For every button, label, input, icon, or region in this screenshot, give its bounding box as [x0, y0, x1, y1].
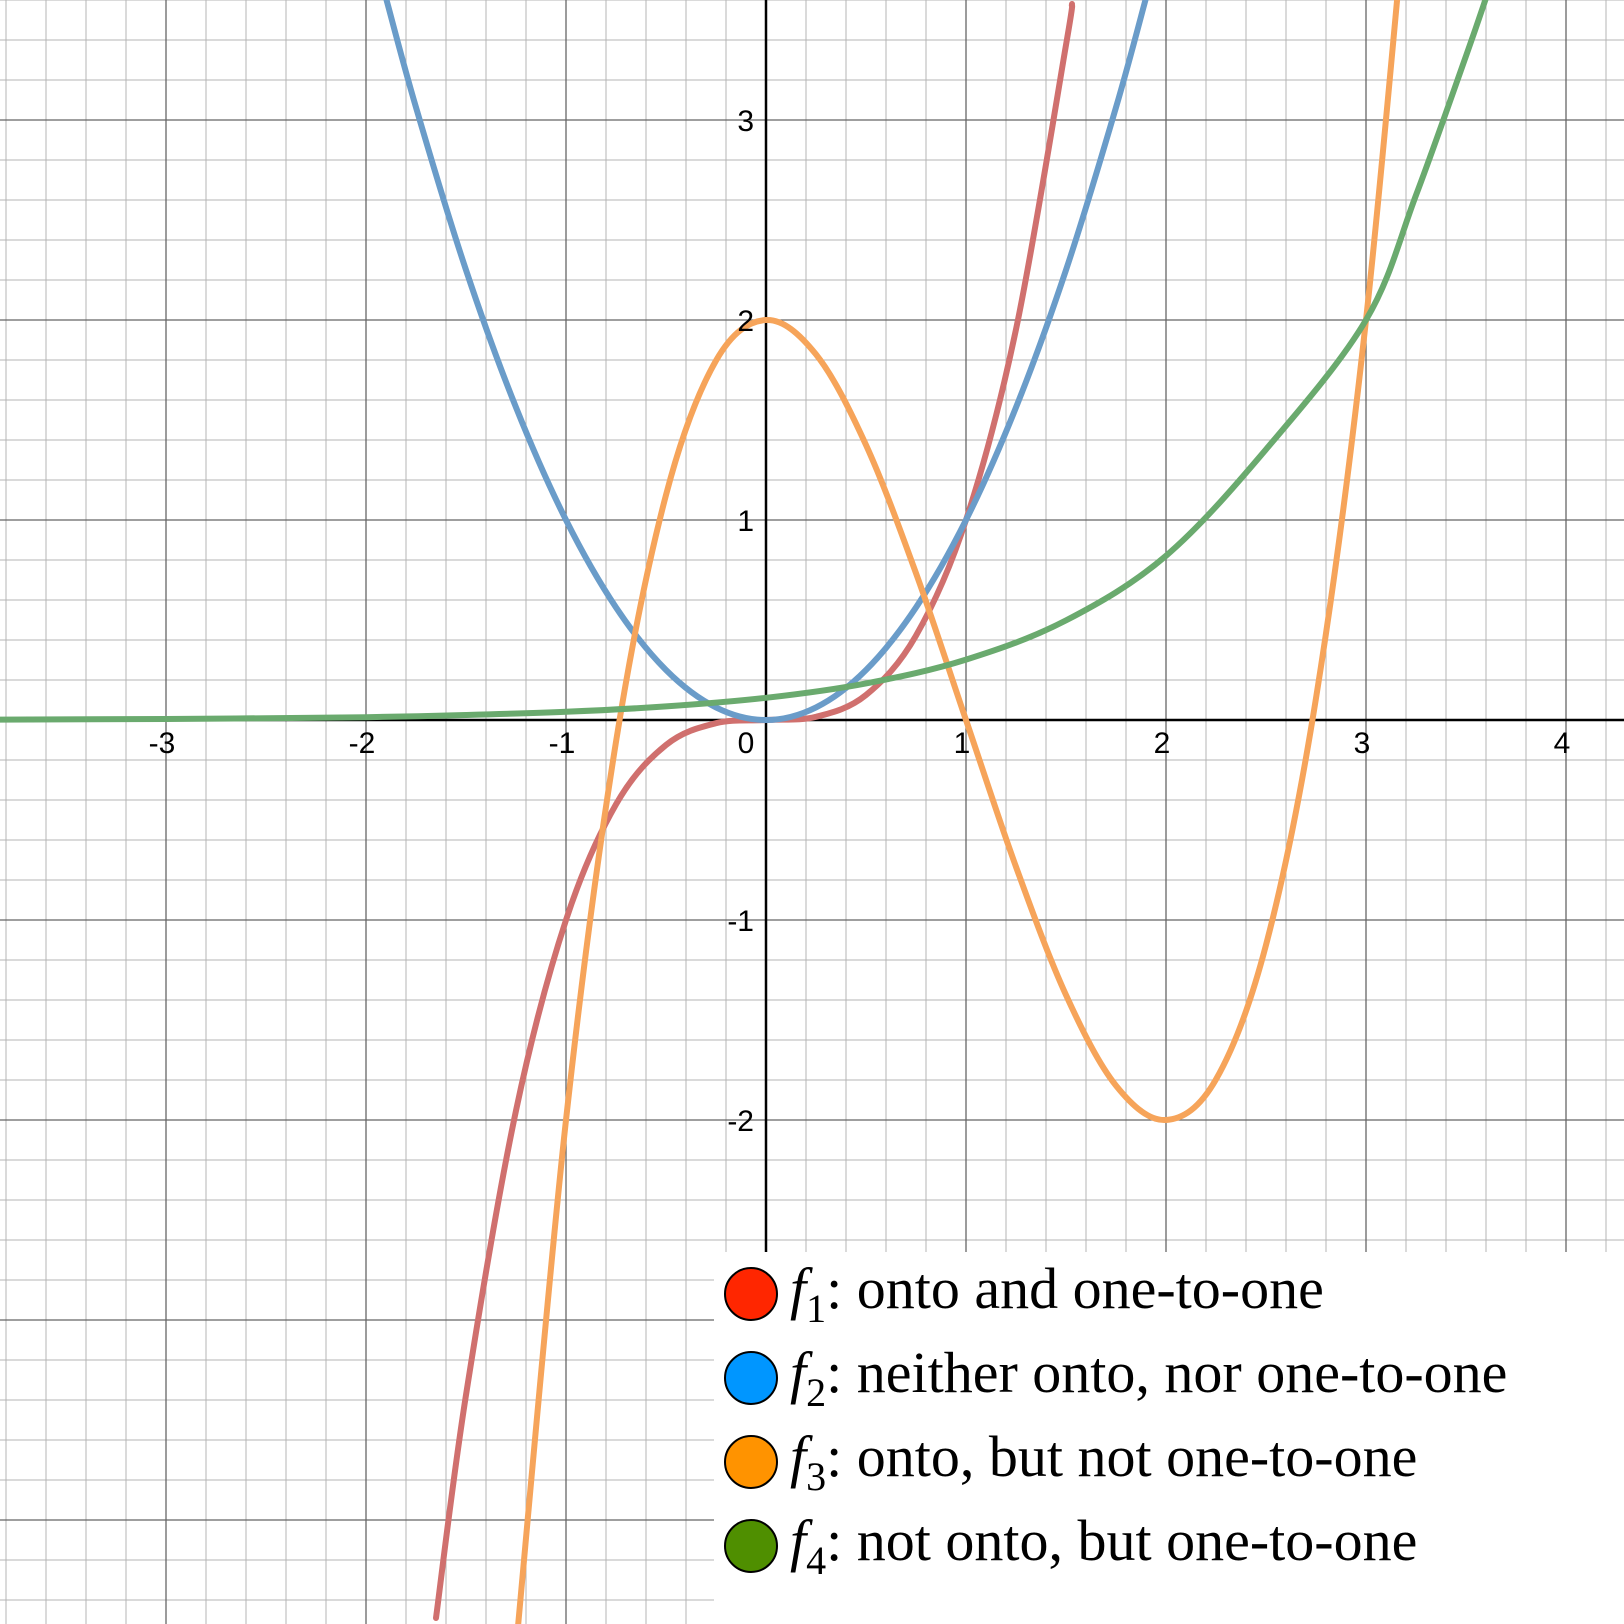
legend-label-f2: f2: neither onto, nor one-to-one	[790, 1339, 1508, 1415]
legend-label-f1: f1: onto and one-to-one	[790, 1255, 1324, 1331]
series-f3-line	[515, 0, 1401, 1624]
legend-label-f4: f4: not onto, but one-to-one	[790, 1507, 1418, 1583]
x-tick-label: 3	[1354, 727, 1371, 760]
x-tick-label: 4	[1554, 727, 1571, 760]
y-tick-label: 2	[737, 305, 754, 338]
y-tick-label: 3	[737, 105, 754, 138]
x-tick-label: -3	[149, 727, 176, 760]
legend-item-f1: f1: onto and one-to-one	[724, 1252, 1324, 1336]
legend-item-f3: f3: onto, but not one-to-one	[724, 1420, 1417, 1504]
curves	[0, 0, 1489, 1624]
legend-swatch-f4	[724, 1519, 778, 1573]
legend-swatch-f3	[724, 1435, 778, 1489]
x-tick-label: -2	[349, 727, 376, 760]
legend-item-f2: f2: neither onto, nor one-to-one	[724, 1336, 1507, 1420]
tick-labels: -3 -2 -1 0 1 2 3 4 3 2 1 -1 -2	[149, 105, 1571, 1138]
legend-label-f3: f3: onto, but not one-to-one	[790, 1423, 1418, 1499]
x-tick-label: 2	[1154, 727, 1171, 760]
legend: f1: onto and one-to-one f2: neither onto…	[714, 1252, 1624, 1624]
legend-item-f4: f4: not onto, but one-to-one	[724, 1504, 1417, 1588]
y-tick-label: -2	[727, 1105, 754, 1138]
y-tick-label: -1	[727, 905, 754, 938]
y-tick-label: 1	[737, 505, 754, 538]
x-tick-label: -1	[549, 727, 576, 760]
x-tick-label: 1	[954, 727, 971, 760]
legend-swatch-f2	[724, 1351, 778, 1405]
series-f4-line	[0, 0, 1489, 723]
x-tick-label: 0	[738, 727, 755, 760]
series-f2-line	[383, 0, 1149, 723]
legend-swatch-f1	[724, 1267, 778, 1321]
